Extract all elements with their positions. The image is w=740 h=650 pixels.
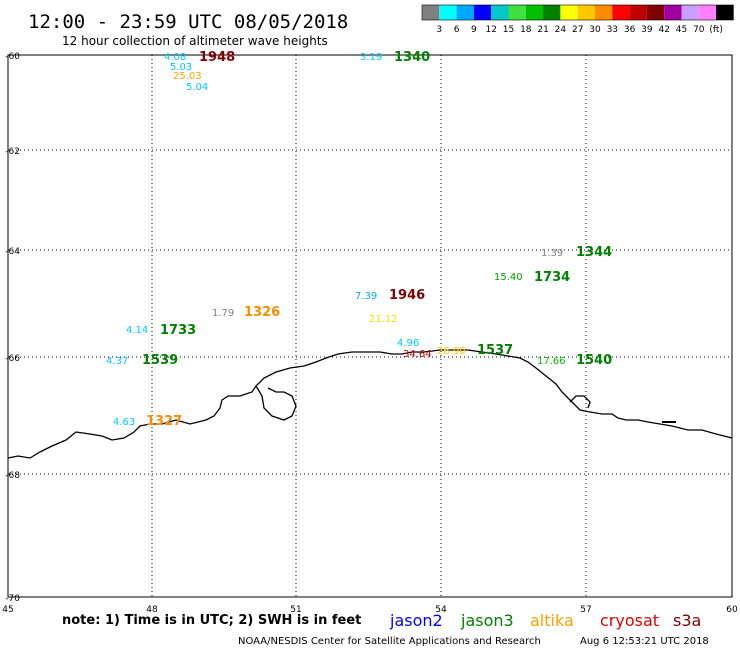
- timestamp-text: Aug 6 12:53:21 UTC 2018: [580, 636, 709, 647]
- wave-height-value: 1.79: [212, 308, 234, 319]
- legend-swatch: [456, 5, 474, 20]
- legend-label: 42: [658, 25, 669, 35]
- legend-swatch: [681, 5, 699, 20]
- wave-height-value: 25.03: [173, 71, 202, 82]
- latitude-tick-label: -68: [5, 471, 20, 481]
- observation-time: 1733: [160, 323, 196, 338]
- latitude-tick-label: -66: [5, 354, 20, 364]
- wave-height-value: 21.12: [369, 314, 398, 325]
- legend-label: 39: [641, 25, 653, 35]
- longitude-tick-label: 45: [2, 605, 13, 615]
- observation-time: 1539: [142, 353, 178, 368]
- legend-label: 12: [485, 25, 496, 35]
- observation-time: 1537: [477, 343, 513, 358]
- wave-height-value: 5.03: [170, 62, 192, 73]
- latitude-tick-label: -70: [5, 594, 20, 604]
- coastline-bay: [569, 395, 591, 409]
- longitude-tick-label: 54: [435, 605, 447, 615]
- wave-height-value: 4.37: [106, 356, 128, 367]
- legend-label: 21: [537, 25, 548, 35]
- observation-time: 1327: [146, 414, 182, 429]
- wave-height-value: 4.08: [164, 52, 186, 63]
- map-title: 12:00 - 23:59 UTC 08/05/2018: [28, 11, 348, 33]
- legend-swatch: [664, 5, 682, 20]
- legend-swatch: [560, 5, 578, 20]
- observation-time: 1948: [199, 50, 235, 65]
- observation-time: 1946: [389, 288, 425, 303]
- legend-label: 45: [676, 25, 687, 35]
- satellite-legend: jason2 jason3 altika cryosat s3a: [389, 611, 701, 630]
- wave-height-value: 15.40: [494, 272, 523, 283]
- footer-note: note: 1) Time is in UTC; 2) SWH is in fe…: [62, 613, 361, 628]
- longitude-tick-label: 57: [580, 605, 591, 615]
- coastline-inlet: [255, 385, 297, 421]
- wave-height-value: 3.19: [360, 52, 382, 63]
- satellite-name: altika: [530, 611, 574, 630]
- legend-label: 70: [693, 25, 705, 35]
- antarctic-coastline: [7, 349, 733, 459]
- legend-swatch: [698, 5, 717, 20]
- credit-text: NOAA/NESDIS Center for Satellite Applica…: [238, 636, 541, 647]
- latitude-tick-label: -62: [5, 147, 20, 157]
- legend-label: (ft): [709, 25, 723, 35]
- map-subtitle: 12 hour collection of altimeter wave hei…: [62, 34, 328, 48]
- longitude-tick-label: 51: [290, 605, 301, 615]
- wave-height-value: 7.39: [355, 291, 377, 302]
- satellite-name: s3a: [673, 611, 701, 630]
- legend-swatch: [716, 5, 734, 20]
- longitude-tick-label: 60: [726, 605, 738, 615]
- wave-height-value: 4.96: [397, 338, 419, 349]
- legend-swatch: [646, 5, 665, 20]
- legend-swatch: [508, 5, 526, 20]
- legend-label: 3: [436, 25, 442, 35]
- legend-label: 33: [607, 25, 618, 35]
- wave-height-value: 4.63: [113, 417, 135, 428]
- legend-label: 27: [572, 25, 583, 35]
- legend-swatch: [577, 5, 595, 20]
- legend-swatch: [595, 5, 613, 20]
- legend-label: 36: [624, 25, 636, 35]
- legend-label: 9: [471, 25, 477, 35]
- longitude-tick-label: 48: [146, 605, 158, 615]
- legend-swatch: [612, 5, 630, 20]
- map-frame: [7, 54, 733, 598]
- legend-border: [421, 4, 734, 21]
- satellite-name: cryosat: [600, 611, 659, 630]
- legend-label: 24: [555, 25, 567, 35]
- satellite-name: jason3: [460, 611, 514, 630]
- legend-label: 15: [503, 25, 514, 35]
- wave-height-value: 1.39: [541, 248, 563, 259]
- color-scale-labels: 3 6 9 12 15 18 21 24 27 30 33 36 39 42 45 70 (ft): [436, 25, 722, 35]
- legend-swatch: [629, 5, 647, 20]
- observation-time: 1734: [534, 270, 570, 285]
- observation-time: 1340: [394, 50, 430, 65]
- wave-height-value: 17.66: [537, 356, 566, 367]
- wave-height-value: 5.04: [186, 82, 208, 93]
- legend-swatch: [525, 5, 544, 20]
- latitude-tick-label: -64: [5, 247, 20, 257]
- latitude-tick-label: -60: [5, 52, 20, 62]
- satellite-name: jason2: [389, 611, 443, 630]
- observation-time: 1540: [576, 353, 612, 368]
- legend-label: 6: [454, 25, 460, 35]
- legend-swatch: [543, 5, 561, 20]
- wave-height-value: 4.14: [126, 325, 148, 336]
- legend-label: 18: [520, 25, 532, 35]
- lat-lon-grid: [8, 55, 732, 597]
- legend-swatch: [491, 5, 509, 20]
- wave-height-value: 26.90: [437, 346, 466, 357]
- observation-time: 1344: [576, 245, 612, 260]
- axis-tick-labels: 45 48 51 54 57 60 -60 -62 -64 -66 -68 -70: [2, 52, 738, 615]
- color-scale-legend: [421, 4, 734, 21]
- legend-swatch: [439, 5, 457, 20]
- legend-label: 30: [589, 25, 601, 35]
- legend-swatch: [473, 5, 492, 20]
- legend-swatch: [422, 5, 440, 20]
- observation-time: 1326: [244, 305, 280, 320]
- wave-height-value: 34.64: [403, 349, 432, 360]
